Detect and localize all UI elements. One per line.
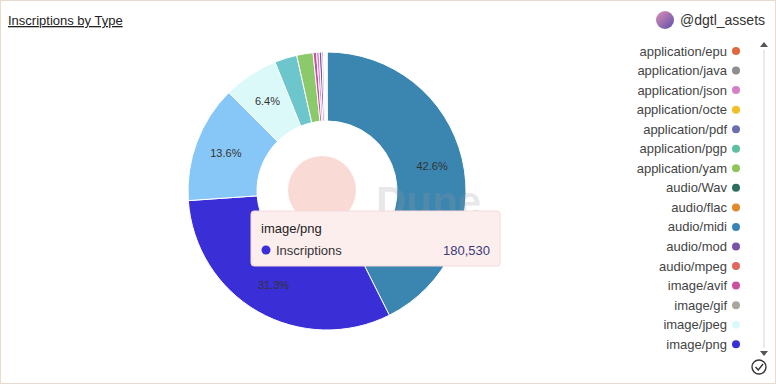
tooltip-title: image/png xyxy=(261,221,322,236)
scroll-track xyxy=(764,50,765,348)
legend-label[interactable]: application/json xyxy=(637,83,727,98)
legend-label[interactable]: image/avif xyxy=(668,278,728,293)
legend-label[interactable]: application/pgp xyxy=(640,141,727,156)
card-frame xyxy=(1,1,776,384)
slice[interactable] xyxy=(326,52,327,121)
avatar xyxy=(656,11,674,29)
tooltip-swatch xyxy=(262,246,271,255)
legend-swatch[interactable] xyxy=(732,340,740,348)
legend-swatch[interactable] xyxy=(732,86,740,94)
legend-swatch[interactable] xyxy=(732,262,740,270)
data-label: 6.4% xyxy=(255,95,280,107)
scroll-down[interactable] xyxy=(760,351,768,356)
slice[interactable] xyxy=(324,52,326,121)
title: Inscriptions by Type xyxy=(8,13,123,28)
legend: application/epu application/java applicati… xyxy=(637,44,740,352)
legend-label[interactable]: audio/mpeg xyxy=(659,259,727,274)
author[interactable]: @dgtl_assets xyxy=(680,12,765,28)
legend-swatch[interactable] xyxy=(732,106,740,114)
slice[interactable] xyxy=(326,52,328,121)
legend-label[interactable]: image/png xyxy=(666,337,727,352)
check-mark xyxy=(756,364,764,370)
legend-swatch[interactable] xyxy=(732,301,740,309)
slice[interactable] xyxy=(325,52,327,121)
data-label: 42.6% xyxy=(416,160,447,172)
legend-swatch[interactable] xyxy=(732,184,740,192)
tooltip: image/png Inscriptions 180,530 xyxy=(251,211,500,266)
legend-label[interactable]: application/yam xyxy=(637,161,727,176)
slice[interactable] xyxy=(326,52,327,121)
slice[interactable] xyxy=(324,52,326,121)
slice[interactable] xyxy=(322,52,325,121)
legend-label[interactable]: application/java xyxy=(637,63,727,78)
slice[interactable] xyxy=(325,52,327,121)
legend-label[interactable]: audio/Wav xyxy=(666,180,727,195)
legend-swatch[interactable] xyxy=(732,125,740,133)
chart: Inscriptions by Type@dgtl_assetsDune42.6… xyxy=(0,0,776,384)
tooltip-box xyxy=(251,211,500,266)
legend-label[interactable]: application/pdf xyxy=(643,122,727,137)
legend-label[interactable]: application/epu xyxy=(640,44,727,59)
legend-swatch[interactable] xyxy=(732,203,740,211)
legend-swatch[interactable] xyxy=(732,321,740,329)
legend-swatch[interactable] xyxy=(732,67,740,75)
legend-label[interactable]: image/jpeg xyxy=(663,317,727,332)
legend-label[interactable]: audio/mod xyxy=(666,239,727,254)
legend-label[interactable]: application/octe xyxy=(637,102,727,117)
tooltip-value: 180,530 xyxy=(443,243,490,258)
legend-swatch[interactable] xyxy=(732,282,740,290)
legend-swatch[interactable] xyxy=(732,243,740,251)
slice[interactable] xyxy=(326,52,327,121)
scroll-up[interactable] xyxy=(760,42,768,47)
data-label: 31.3% xyxy=(258,279,289,291)
slice[interactable] xyxy=(325,52,326,121)
legend-swatch[interactable] xyxy=(732,223,740,231)
check-icon[interactable] xyxy=(752,360,766,374)
legend-swatch[interactable] xyxy=(732,47,740,55)
legend-label[interactable]: image/gif xyxy=(674,298,727,313)
legend-label[interactable]: audio/flac xyxy=(671,200,727,215)
slice[interactable] xyxy=(325,52,327,121)
data-label: 13.6% xyxy=(210,147,241,159)
legend-label[interactable]: audio/midi xyxy=(668,219,727,234)
tooltip-series: Inscriptions xyxy=(276,243,342,258)
legend-swatch[interactable] xyxy=(732,164,740,172)
legend-swatch[interactable] xyxy=(732,145,740,153)
